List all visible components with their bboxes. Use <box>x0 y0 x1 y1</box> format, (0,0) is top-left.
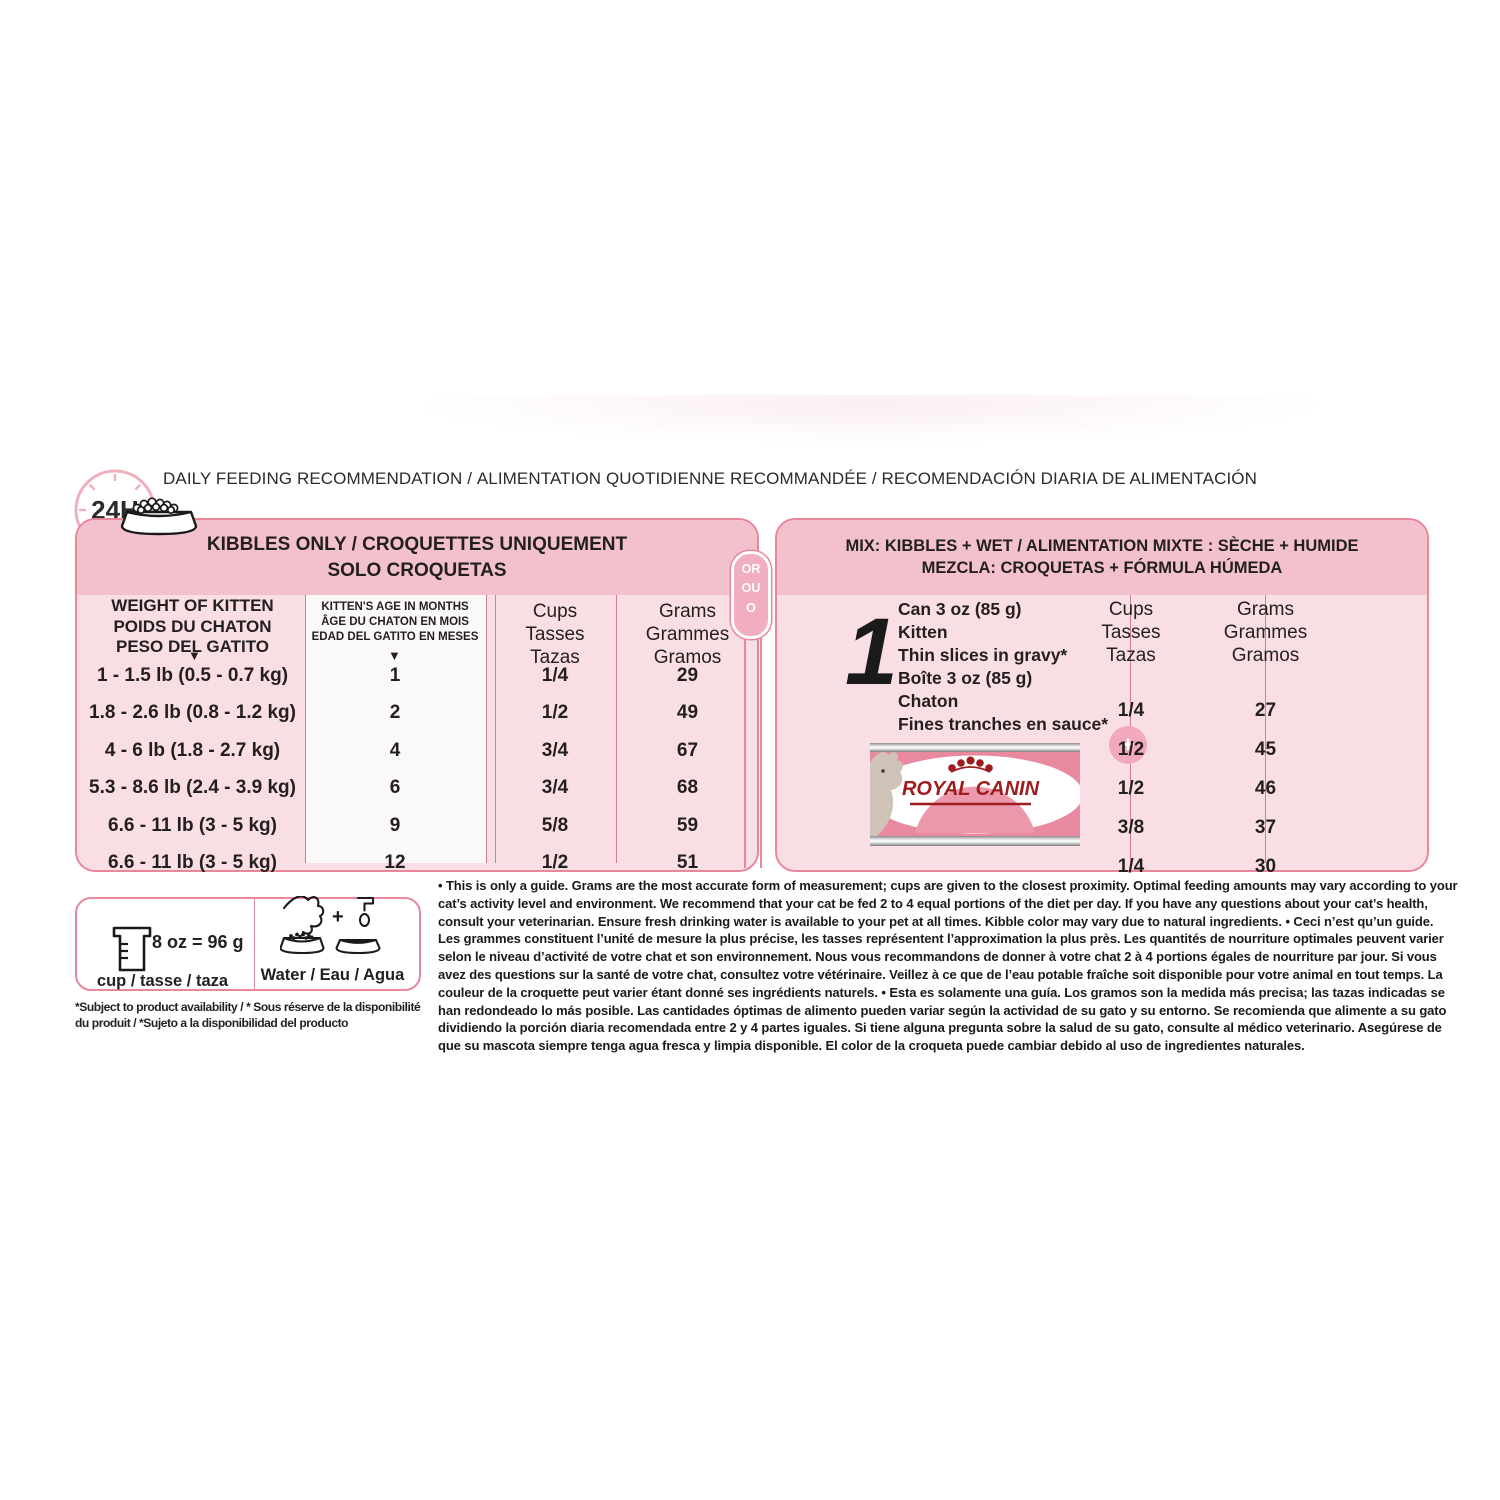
svg-text:+: + <box>332 906 344 928</box>
svg-text:ROYAL CANIN: ROYAL CANIN <box>902 778 1040 800</box>
